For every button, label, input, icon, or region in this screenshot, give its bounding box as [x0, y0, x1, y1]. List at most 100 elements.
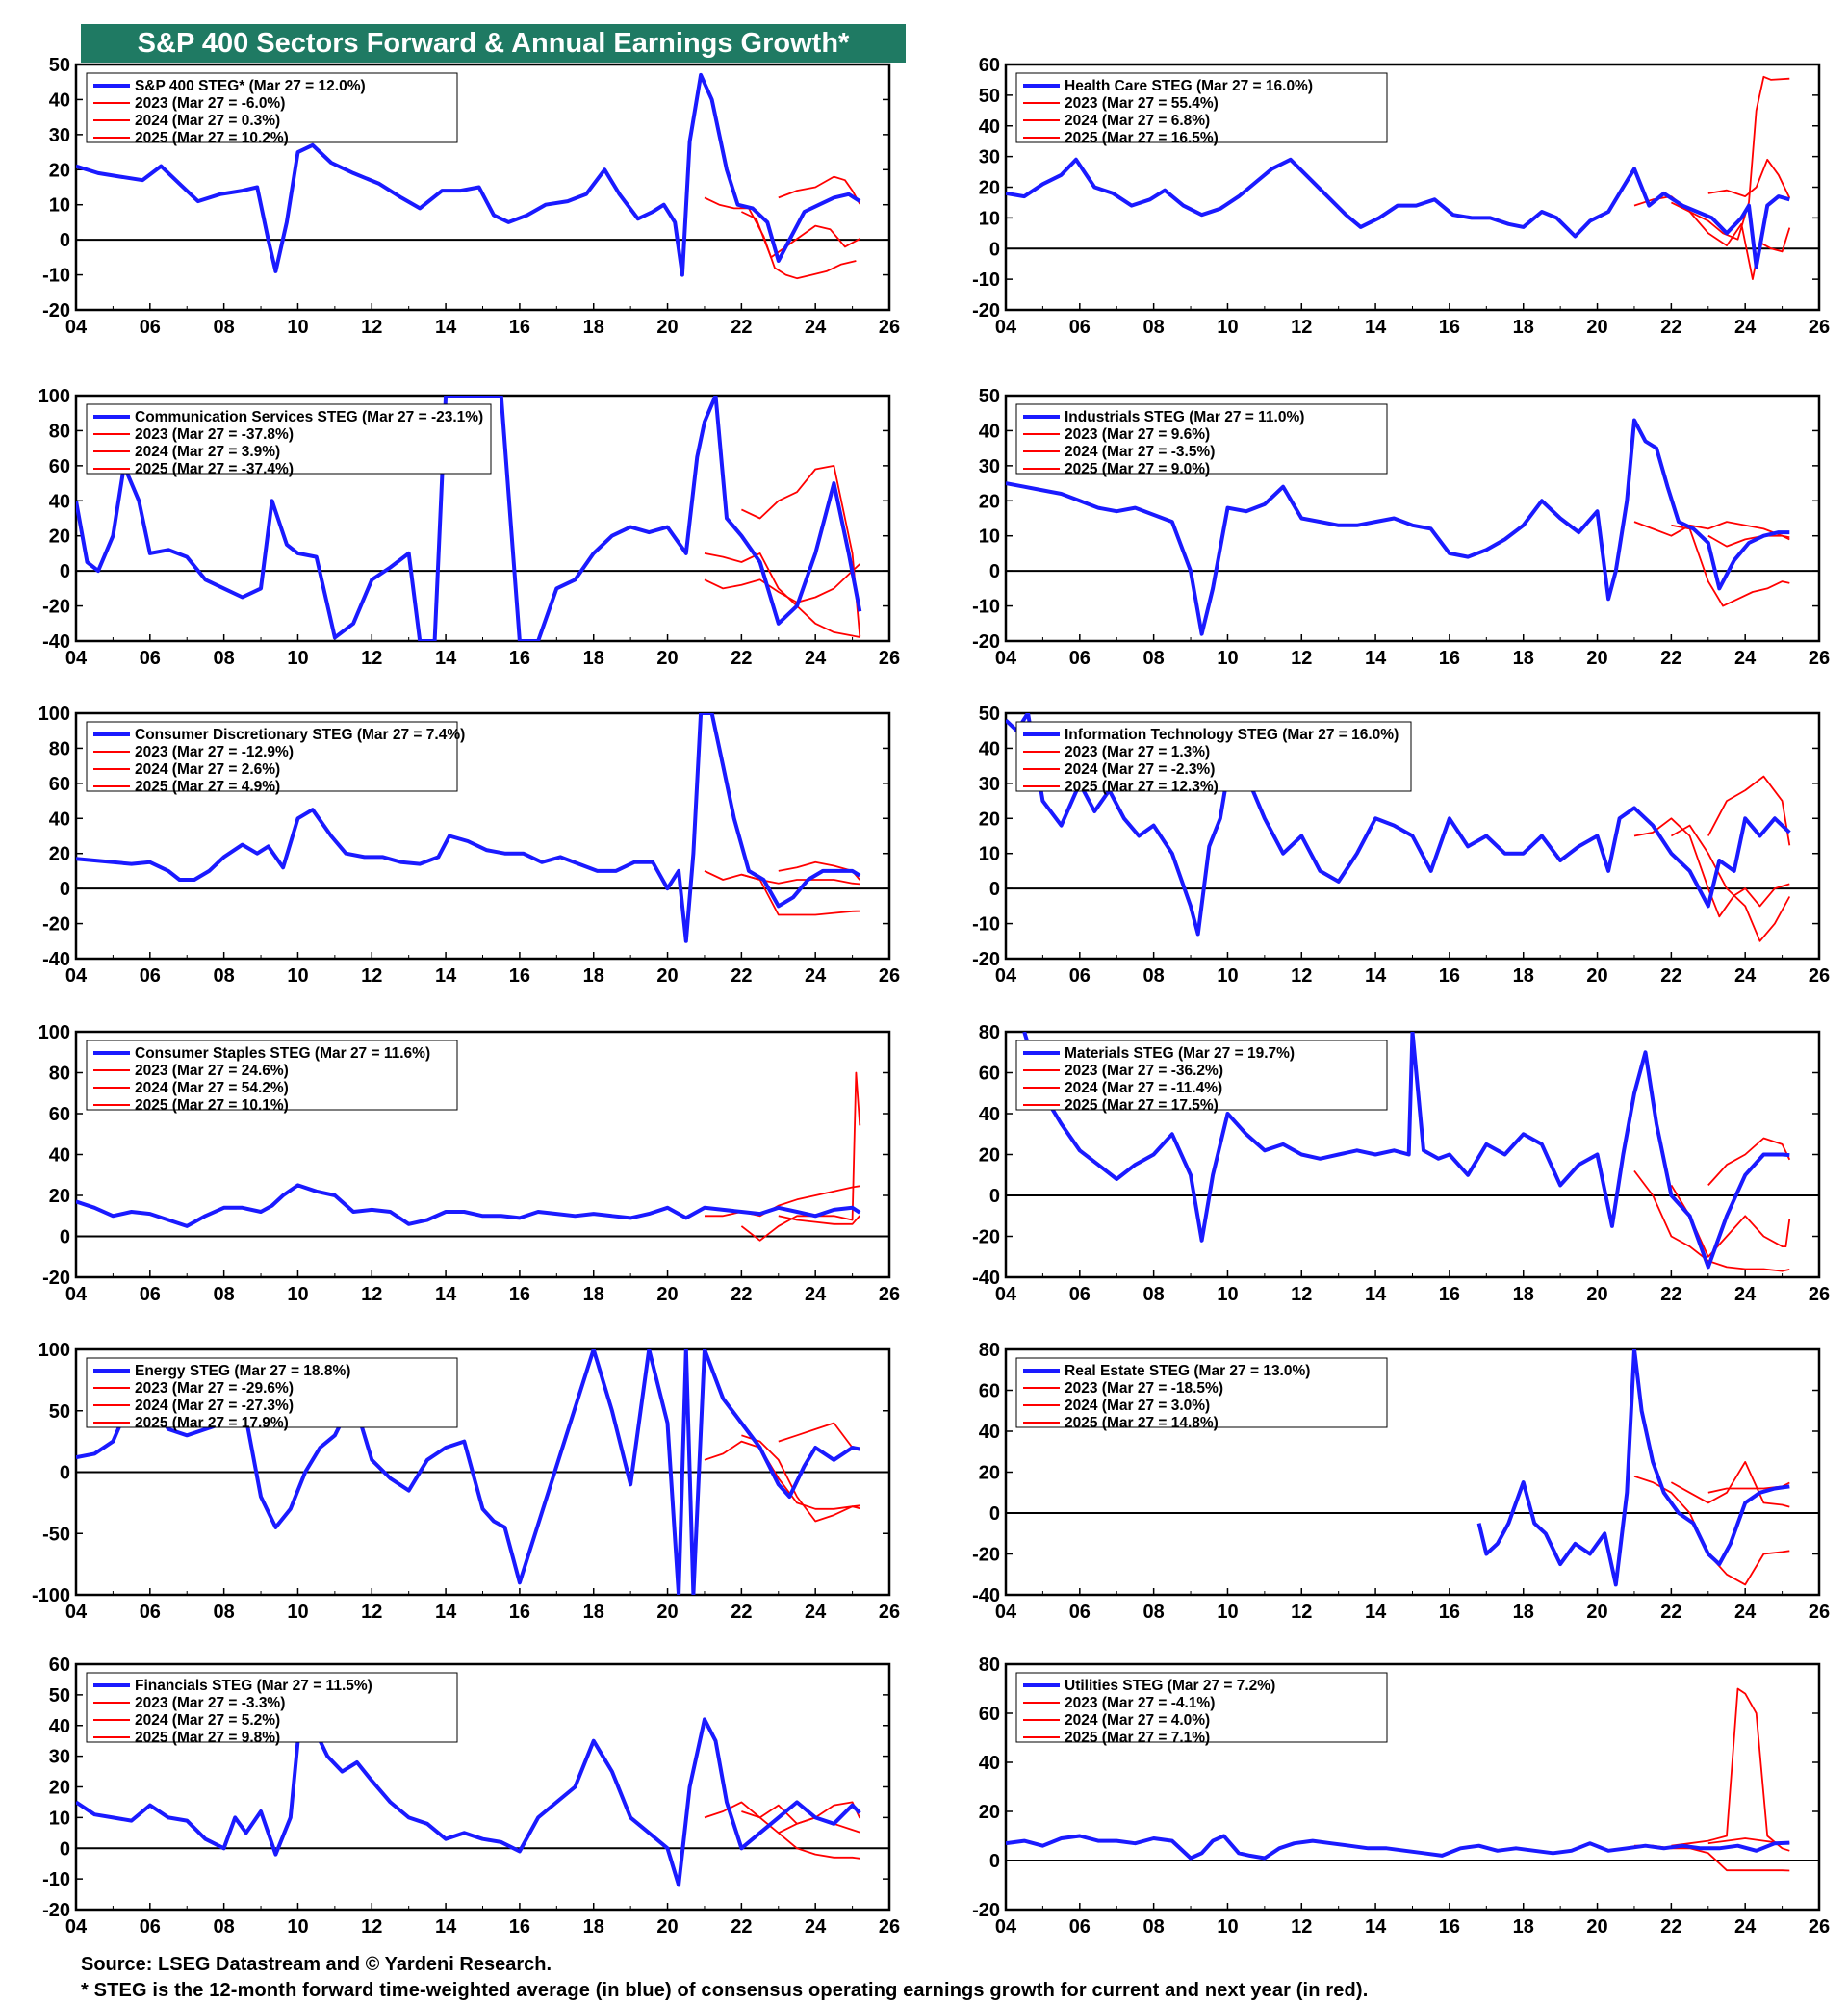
x-tick-label: 04	[65, 965, 88, 987]
x-tick-label: 14	[1365, 965, 1387, 987]
y-tick-label: 10	[979, 526, 1000, 548]
legend-entry: Industrials STEG (Mar 27 = 11.0%)	[1065, 409, 1304, 425]
y-tick-label: -40	[42, 949, 70, 970]
y-tick-label: 20	[979, 1802, 1000, 1823]
x-tick-label: 14	[435, 1916, 457, 1938]
y-tick-label: 0	[989, 561, 1000, 582]
x-tick-label: 20	[656, 317, 678, 338]
legend-entry: 2023 (Mar 27 = -29.6%)	[135, 1380, 294, 1397]
x-tick-label: 16	[509, 1602, 530, 1623]
y-tick-label: -20	[42, 1900, 70, 1921]
x-tick-label: 12	[361, 965, 382, 987]
x-tick-label: 22	[1660, 1602, 1681, 1623]
legend-entry: Health Care STEG (Mar 27 = 16.0%)	[1065, 78, 1313, 94]
x-tick-label: 24	[1734, 317, 1757, 338]
y-tick-label: 80	[979, 1340, 1000, 1361]
legend-entry: 2025 (Mar 27 = 7.1%)	[1065, 1730, 1210, 1746]
x-tick-label: 24	[805, 648, 827, 669]
x-tick-label: 08	[214, 1916, 235, 1938]
series-line-utilities-steg	[1006, 1834, 1790, 1861]
legend-box	[1015, 721, 1412, 792]
y-tick-label: 40	[979, 738, 1000, 759]
legend-box	[1015, 403, 1388, 475]
legend-box	[86, 721, 458, 792]
y-tick-label: 60	[49, 1104, 70, 1125]
x-tick-label: 22	[731, 965, 752, 987]
legend-entry: 2024 (Mar 27 = 6.8%)	[1065, 113, 1210, 129]
series-line-materials-steg	[1022, 1032, 1790, 1270]
y-tick-label: 40	[979, 421, 1000, 442]
series-line-2023	[1633, 1169, 1790, 1272]
x-tick-label: 10	[1217, 1916, 1238, 1938]
x-tick-label: 06	[1069, 1284, 1091, 1305]
y-tick-label: 0	[989, 1851, 1000, 1872]
y-tick-label: 0	[989, 1186, 1000, 1207]
x-tick-label: 26	[879, 965, 900, 987]
series-line-real-estate-steg	[1476, 1349, 1790, 1587]
x-tick-label: 12	[1291, 1284, 1312, 1305]
footnote: * STEG is the 12-month forward time-weig…	[81, 1980, 1369, 2001]
y-tick-label: 50	[979, 704, 1000, 725]
x-tick-label: 12	[361, 1602, 382, 1623]
x-tick-label: 12	[1291, 965, 1312, 987]
legend-box	[86, 1040, 458, 1111]
y-tick-label: 40	[49, 90, 70, 111]
y-tick-label: -50	[42, 1524, 70, 1545]
x-tick-label: 26	[1809, 648, 1830, 669]
legend-entry: 2024 (Mar 27 = -3.5%)	[1065, 444, 1215, 460]
y-tick-label: 20	[49, 1186, 70, 1207]
legend: Information Technology STEG (Mar 27 = 16…	[1015, 721, 1412, 795]
series-layer	[76, 72, 861, 280]
legend: Utilities STEG (Mar 27 = 7.2%)2023 (Mar …	[1015, 1672, 1388, 1746]
x-tick-label: 04	[65, 1284, 88, 1305]
x-tick-label: 22	[731, 648, 752, 669]
y-tick-label: 40	[49, 491, 70, 512]
x-tick-label: 18	[1513, 317, 1534, 338]
y-tick-label: -20	[42, 300, 70, 321]
legend: Consumer Discretionary STEG (Mar 27 = 7.…	[86, 721, 465, 795]
series-layer	[76, 713, 861, 943]
x-tick-label: 22	[1660, 317, 1681, 338]
series-layer	[1022, 1032, 1791, 1272]
x-tick-label: 18	[583, 965, 604, 987]
x-tick-label: 24	[1734, 1284, 1757, 1305]
x-tick-label: 14	[1365, 1916, 1387, 1938]
y-tick-label: 0	[60, 1227, 70, 1248]
series-line-2023	[704, 1440, 860, 1510]
y-tick-label: 0	[60, 561, 70, 582]
x-tick-label: 14	[435, 317, 457, 338]
legend-entry: 2024 (Mar 27 = -2.3%)	[1065, 761, 1215, 778]
x-tick-label: 10	[287, 1602, 308, 1623]
x-tick-label: 06	[140, 648, 161, 669]
series-layer	[76, 1071, 861, 1242]
y-tick-label: 50	[979, 86, 1000, 107]
legend-entry: 2023 (Mar 27 = 1.3%)	[1065, 744, 1210, 760]
y-tick-label: -100	[32, 1585, 70, 1606]
legend-entry: Communication Services STEG (Mar 27 = -2…	[135, 409, 483, 425]
legend-entry: 2025 (Mar 27 = 17.5%)	[1065, 1097, 1219, 1114]
legend-entry: 2023 (Mar 27 = -18.5%)	[1065, 1380, 1223, 1397]
x-tick-label: 10	[287, 648, 308, 669]
legend-box	[86, 1357, 458, 1428]
y-tick-label: 10	[49, 195, 70, 217]
legend-box	[86, 403, 492, 475]
x-tick-label: 22	[731, 317, 752, 338]
y-tick-label: -10	[42, 1869, 70, 1890]
x-tick-label: 12	[361, 317, 382, 338]
y-tick-label: 0	[989, 239, 1000, 260]
x-tick-label: 06	[1069, 317, 1091, 338]
y-tick-label: 60	[49, 774, 70, 795]
x-tick-label: 20	[1586, 1284, 1607, 1305]
x-tick-label: 16	[1439, 1602, 1460, 1623]
y-tick-label: 20	[979, 1463, 1000, 1484]
legend-entry: 2023 (Mar 27 = 9.6%)	[1065, 426, 1210, 443]
legend-entry: Consumer Discretionary STEG (Mar 27 = 7.…	[135, 727, 465, 743]
x-tick-label: 22	[1660, 648, 1681, 669]
y-tick-label: 100	[38, 386, 70, 407]
x-tick-label: 22	[1660, 1284, 1681, 1305]
x-tick-label: 16	[509, 648, 530, 669]
x-tick-label: 14	[1365, 1284, 1387, 1305]
x-tick-label: 10	[1217, 648, 1238, 669]
legend-entry: 2023 (Mar 27 = -4.1%)	[1065, 1695, 1215, 1711]
chart-panel-9: -100 -50 0 50 100 04 06 08 10 12 14 16 18 20 22 24 26 Ene…	[32, 1340, 900, 1623]
